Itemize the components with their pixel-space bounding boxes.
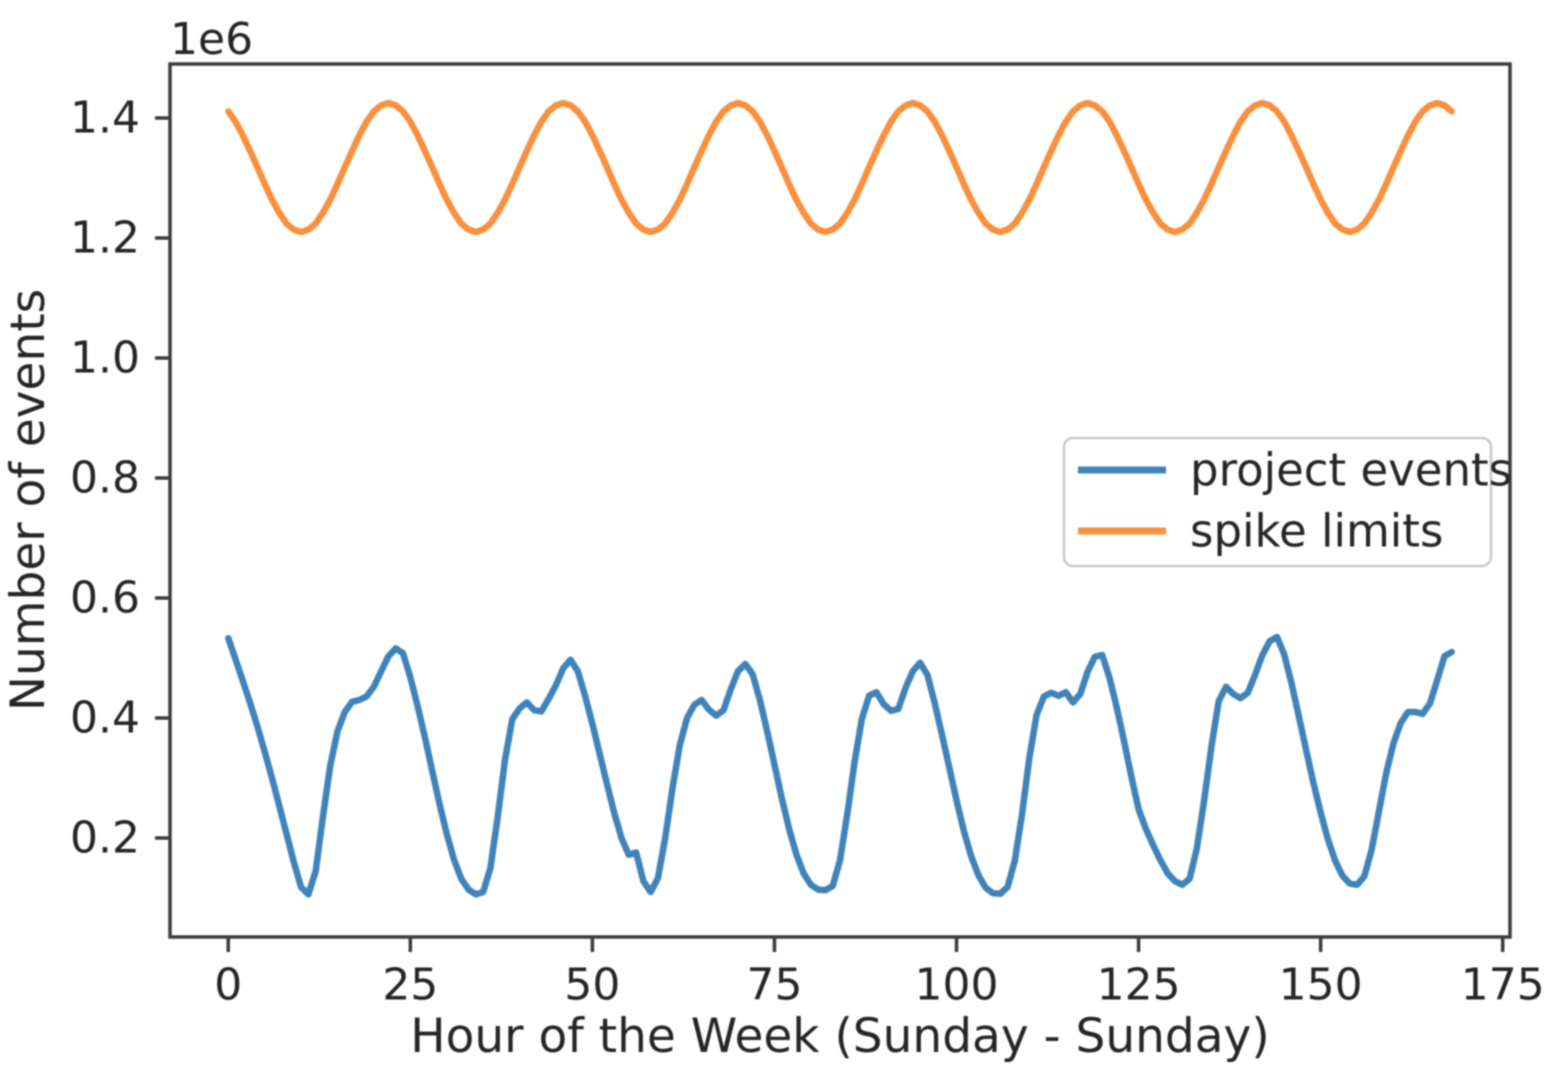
x-tick-label: 100 xyxy=(915,960,999,1011)
legend: project events spike limits xyxy=(1062,436,1512,568)
y-tick-label: 0.8 xyxy=(70,453,140,504)
series-line-project-events xyxy=(225,633,1455,898)
axis-ticks: 0 25 50 75 100 125 150 175 0.2 0.4 0.6 0.8 1.0 1.2 1.4 xyxy=(70,93,1545,1011)
y-tick-label: 1.0 xyxy=(70,333,140,384)
y-tick-label: 1.4 xyxy=(70,93,140,144)
legend-label-spike-limits: spike limits xyxy=(1190,505,1443,558)
x-tick-label: 125 xyxy=(1097,960,1181,1011)
x-axis-label: Hour of the Week (Sunday - Sunday) xyxy=(410,1009,1269,1064)
legend-box xyxy=(1062,436,1493,568)
x-tick-label: 25 xyxy=(382,960,438,1011)
x-tick-label: 175 xyxy=(1461,960,1545,1011)
y-tick-label: 0.4 xyxy=(70,693,140,744)
y-tick-label: 1.2 xyxy=(70,213,140,264)
x-tick-label: 150 xyxy=(1279,960,1363,1011)
legend-label-project-events: project events xyxy=(1190,444,1512,497)
series-lines xyxy=(225,99,1455,898)
y-tick-label: 0.2 xyxy=(70,813,140,864)
y-tick-label: 0.6 xyxy=(70,573,140,624)
y-axis-label: Number of events xyxy=(1,289,56,711)
x-tick-label: 50 xyxy=(564,960,620,1011)
x-tick-label: 0 xyxy=(214,960,242,1011)
series-line-spike-limits xyxy=(225,99,1455,236)
x-tick-label: 75 xyxy=(746,960,802,1011)
y-axis-offset-label: 1e6 xyxy=(170,14,253,65)
